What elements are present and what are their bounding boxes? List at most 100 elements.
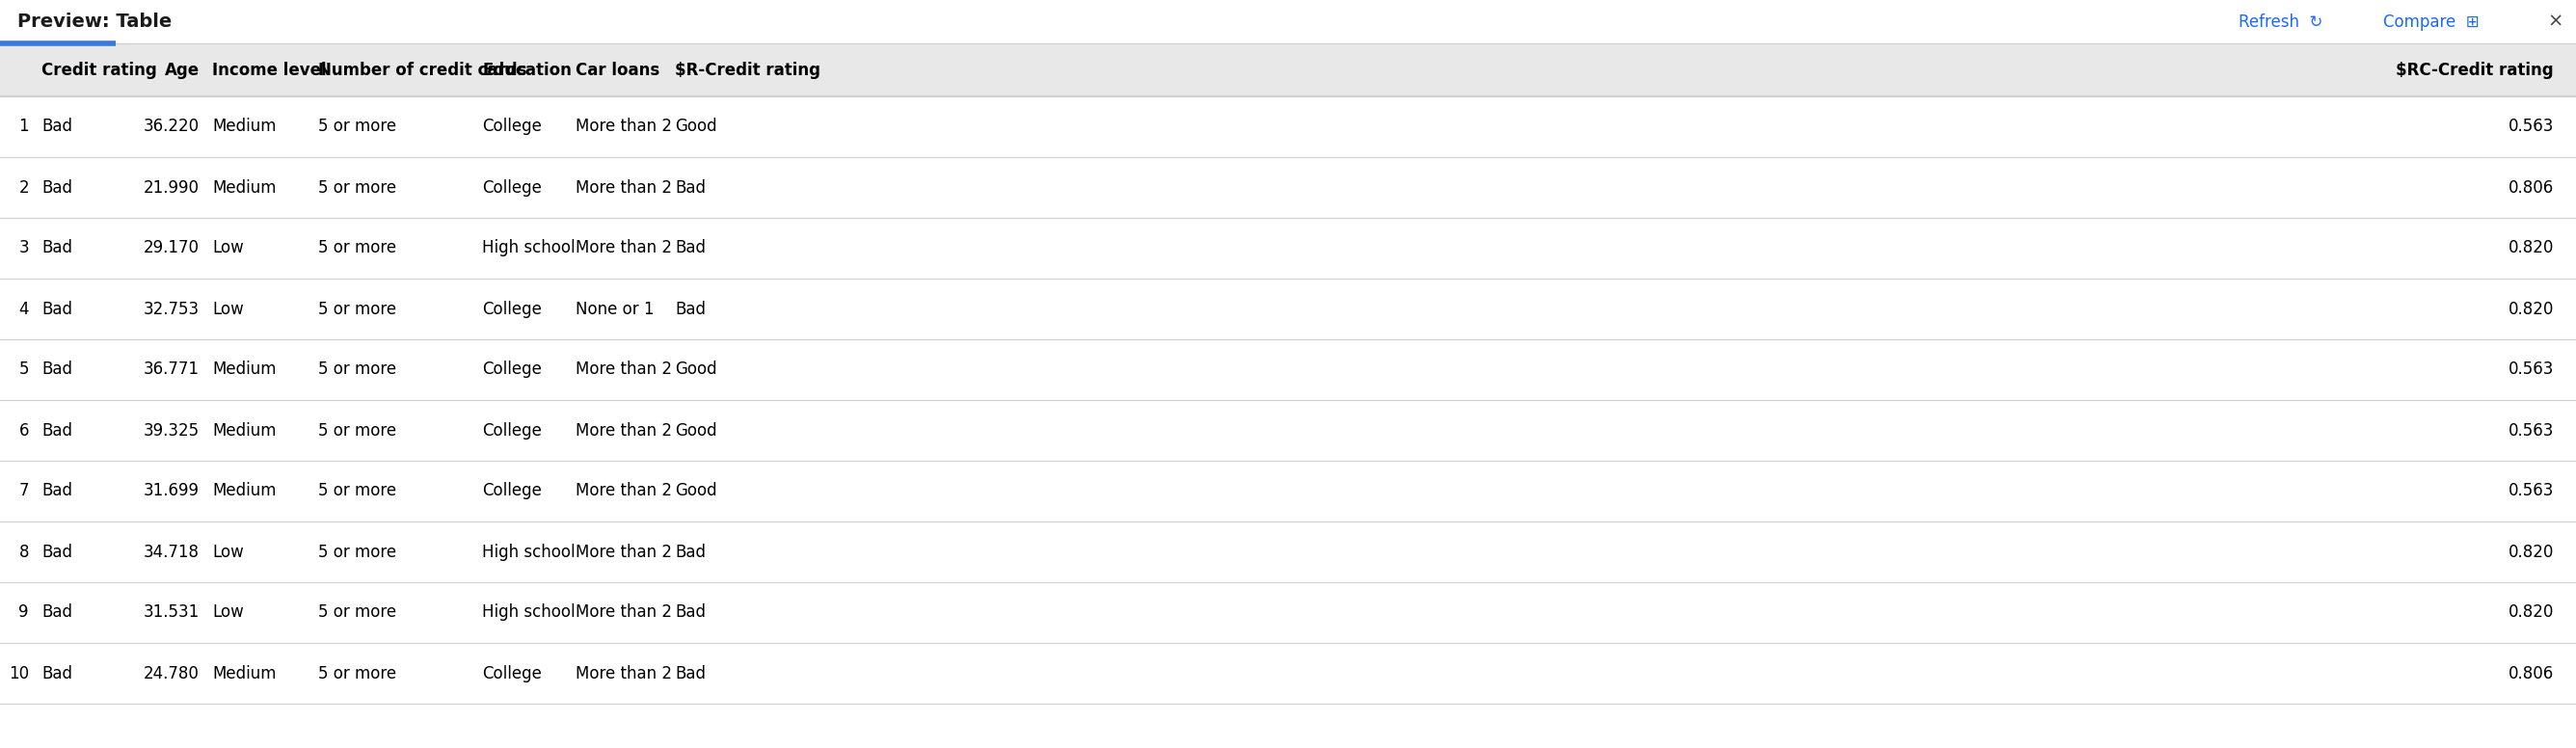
Text: Good: Good (675, 361, 716, 378)
Text: 10: 10 (8, 665, 28, 682)
Text: Education: Education (482, 61, 572, 79)
Text: Bad: Bad (675, 604, 706, 622)
Text: Bad: Bad (41, 118, 72, 135)
Text: 24.780: 24.780 (144, 665, 198, 682)
Text: Medium: Medium (211, 179, 276, 196)
Text: 0.806: 0.806 (2509, 179, 2553, 196)
Text: Medium: Medium (211, 482, 276, 500)
Text: None or 1: None or 1 (574, 300, 654, 318)
Text: Good: Good (675, 422, 716, 439)
Text: 2: 2 (18, 179, 28, 196)
Text: Medium: Medium (211, 118, 276, 135)
Text: More than 2: More than 2 (574, 665, 672, 682)
Text: More than 2: More than 2 (574, 179, 672, 196)
Text: Bad: Bad (675, 239, 706, 257)
Text: 5 or more: 5 or more (319, 361, 397, 378)
Text: 39.325: 39.325 (144, 422, 198, 439)
Text: Bad: Bad (675, 665, 706, 682)
Text: More than 2: More than 2 (574, 361, 672, 378)
Text: 5 or more: 5 or more (319, 179, 397, 196)
Text: 34.718: 34.718 (144, 543, 198, 560)
Text: Preview: Table: Preview: Table (18, 13, 173, 31)
Text: Low: Low (211, 604, 245, 622)
Text: 5: 5 (18, 361, 28, 378)
Text: 5 or more: 5 or more (319, 239, 397, 257)
Text: College: College (482, 361, 541, 378)
Text: 0.563: 0.563 (2509, 361, 2553, 378)
Text: High school: High school (482, 543, 574, 560)
Text: $RC-Credit rating: $RC-Credit rating (2396, 61, 2553, 79)
Text: More than 2: More than 2 (574, 422, 672, 439)
Text: 5 or more: 5 or more (319, 300, 397, 318)
Text: 29.170: 29.170 (144, 239, 198, 257)
Text: 9: 9 (18, 604, 28, 622)
Text: ×: × (2548, 13, 2563, 31)
Text: Credit rating: Credit rating (41, 61, 157, 79)
Text: Bad: Bad (675, 300, 706, 318)
Bar (0, 43, 2576, 96)
Text: 5 or more: 5 or more (319, 604, 397, 622)
Text: More than 2: More than 2 (574, 604, 672, 622)
Text: 1: 1 (18, 118, 28, 135)
Text: More than 2: More than 2 (574, 239, 672, 257)
Text: College: College (482, 665, 541, 682)
Text: College: College (482, 482, 541, 500)
Text: 0.563: 0.563 (2509, 482, 2553, 500)
Text: More than 2: More than 2 (574, 543, 672, 560)
Text: 8: 8 (18, 543, 28, 560)
Text: 32.753: 32.753 (144, 300, 198, 318)
Text: 0.820: 0.820 (2509, 239, 2553, 257)
Text: 5 or more: 5 or more (319, 422, 397, 439)
Text: Compare  ⊞: Compare ⊞ (2383, 13, 2478, 31)
Text: 5 or more: 5 or more (319, 665, 397, 682)
Text: 36.771: 36.771 (144, 361, 198, 378)
Text: 5 or more: 5 or more (319, 543, 397, 560)
Bar (0, 0, 2576, 43)
Text: Bad: Bad (41, 422, 72, 439)
Text: Bad: Bad (41, 482, 72, 500)
Text: Bad: Bad (675, 179, 706, 196)
Text: 0.806: 0.806 (2509, 665, 2553, 682)
Text: $R-Credit rating: $R-Credit rating (675, 61, 819, 79)
Text: 4: 4 (18, 300, 28, 318)
Text: Refresh  ↻: Refresh ↻ (2239, 13, 2324, 31)
Text: Low: Low (211, 543, 245, 560)
Text: Low: Low (211, 239, 245, 257)
Text: 21.990: 21.990 (144, 179, 198, 196)
Text: High school: High school (482, 239, 574, 257)
Text: Car loans: Car loans (574, 61, 659, 79)
Text: 31.531: 31.531 (144, 604, 198, 622)
Text: Bad: Bad (675, 543, 706, 560)
Text: College: College (482, 179, 541, 196)
Text: High school: High school (482, 604, 574, 622)
Text: College: College (482, 118, 541, 135)
Text: Good: Good (675, 482, 716, 500)
Text: Number of credit cards: Number of credit cards (319, 61, 528, 79)
Text: College: College (482, 300, 541, 318)
Text: Low: Low (211, 300, 245, 318)
Text: Bad: Bad (41, 665, 72, 682)
Text: Age: Age (165, 61, 198, 79)
Text: More than 2: More than 2 (574, 118, 672, 135)
Text: Bad: Bad (41, 239, 72, 257)
Text: 36.220: 36.220 (144, 118, 198, 135)
Text: 0.820: 0.820 (2509, 543, 2553, 560)
Text: 5 or more: 5 or more (319, 118, 397, 135)
Text: Bad: Bad (41, 361, 72, 378)
Text: More than 2: More than 2 (574, 482, 672, 500)
Text: Medium: Medium (211, 361, 276, 378)
Text: 6: 6 (18, 422, 28, 439)
Text: Income level: Income level (211, 61, 327, 79)
Text: 0.563: 0.563 (2509, 118, 2553, 135)
Text: 0.563: 0.563 (2509, 422, 2553, 439)
Text: 7: 7 (18, 482, 28, 500)
Text: Good: Good (675, 118, 716, 135)
Text: Bad: Bad (41, 300, 72, 318)
Text: Bad: Bad (41, 543, 72, 560)
Text: Medium: Medium (211, 665, 276, 682)
Text: 3: 3 (18, 239, 28, 257)
Text: 5 or more: 5 or more (319, 482, 397, 500)
Text: 0.820: 0.820 (2509, 604, 2553, 622)
Text: 0.820: 0.820 (2509, 300, 2553, 318)
Text: College: College (482, 422, 541, 439)
